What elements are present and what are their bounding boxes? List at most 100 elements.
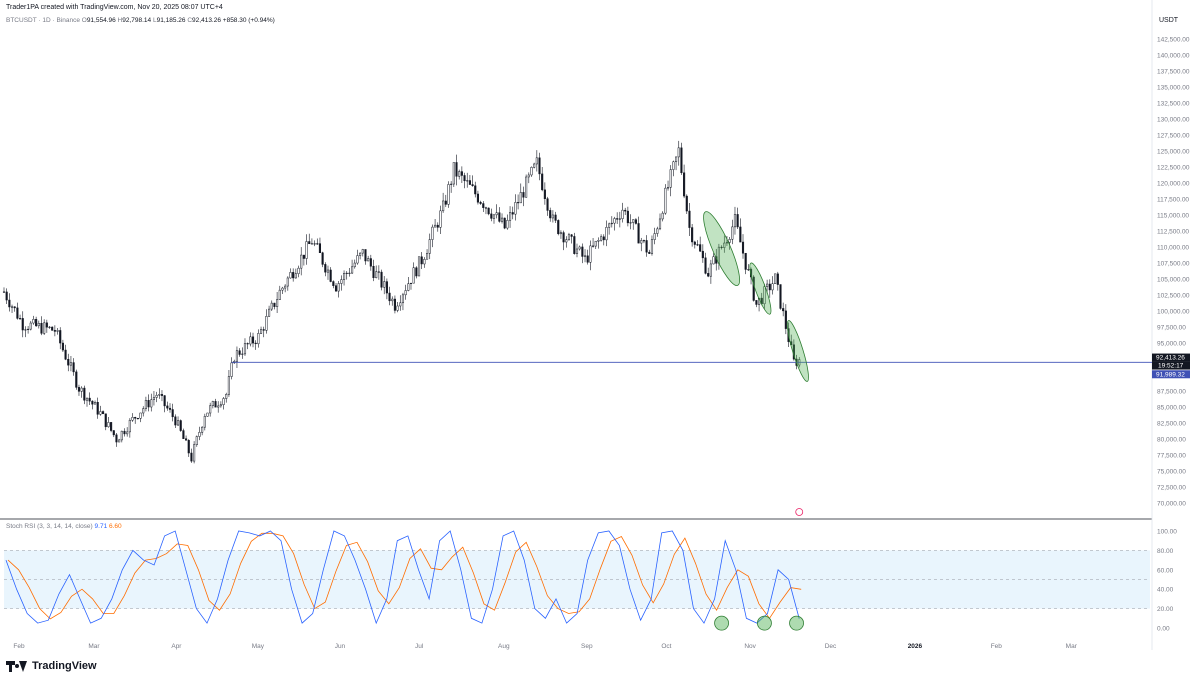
- candle-body: [661, 212, 664, 220]
- candle-body: [784, 310, 787, 329]
- candle-body: [533, 163, 536, 168]
- price-tick-label: 122,500.00: [1157, 165, 1190, 172]
- candle-body: [340, 279, 343, 284]
- candle-body: [56, 330, 59, 332]
- candle-body: [543, 189, 546, 199]
- candle-body: [519, 192, 522, 204]
- candle-body: [723, 242, 726, 248]
- time-tick-label: May: [252, 643, 265, 650]
- candle-body: [415, 267, 418, 277]
- candle-body: [688, 210, 691, 228]
- price-tick-label: 142,500.00: [1157, 37, 1190, 44]
- change-value: +858.30 (+0.94%): [222, 17, 275, 24]
- price-tick-label: 120,000.00: [1157, 181, 1190, 188]
- candle-body: [91, 400, 94, 405]
- candle-body: [289, 272, 292, 279]
- candle-body: [409, 282, 413, 284]
- price-tick-label: 100,000.00: [1157, 309, 1190, 316]
- candle-body: [324, 264, 327, 273]
- price-tick-label: 125,000.00: [1157, 149, 1190, 156]
- candle-body: [214, 401, 217, 408]
- price-tick-label: 102,500.00: [1157, 293, 1190, 300]
- candle-body: [484, 207, 488, 209]
- candle-body: [431, 226, 434, 240]
- candle-body: [747, 269, 750, 271]
- candle-body: [503, 217, 506, 229]
- candle-body: [482, 203, 485, 208]
- candle-body: [658, 218, 662, 230]
- candle-body: [763, 286, 766, 305]
- candle-body: [251, 336, 255, 344]
- candle-body: [417, 256, 421, 277]
- candle-body: [278, 289, 281, 300]
- candle-body: [243, 343, 247, 355]
- candle-body: [377, 271, 380, 273]
- candle-body: [541, 173, 544, 191]
- candle-body: [570, 234, 573, 237]
- candle-body: [356, 255, 359, 264]
- candle-body: [268, 308, 271, 317]
- candle-body: [699, 244, 702, 252]
- price-tick-label: 135,000.00: [1157, 85, 1190, 92]
- open-label: O: [81, 17, 87, 24]
- candle-body: [452, 162, 455, 185]
- candle-body: [102, 411, 105, 415]
- price-tick-label: 127,500.00: [1157, 133, 1190, 140]
- time-tick-label: Oct: [661, 643, 671, 650]
- candle-body: [733, 214, 737, 228]
- candle-body: [650, 239, 654, 254]
- candle-body: [685, 195, 688, 212]
- candle-body: [776, 273, 779, 285]
- candle-body: [704, 257, 707, 274]
- candle-body: [522, 192, 525, 198]
- candle-body: [35, 319, 38, 327]
- candle-body: [476, 193, 479, 203]
- price-tick-label: 70,000.00: [1157, 501, 1186, 508]
- candle-body: [27, 328, 30, 330]
- candle-body: [447, 184, 450, 205]
- candle-body: [426, 253, 429, 260]
- candle-body: [158, 394, 161, 396]
- candle-body: [535, 157, 538, 165]
- time-tick-label: Jun: [335, 643, 346, 650]
- candle-body: [88, 397, 91, 402]
- candle-body: [67, 358, 70, 366]
- candle-body: [85, 397, 89, 401]
- candle-body: [506, 220, 509, 229]
- candle-body: [126, 431, 129, 435]
- candle-body: [565, 239, 568, 243]
- candle-body: [308, 241, 311, 245]
- candle-body: [348, 272, 351, 274]
- candle-body: [487, 207, 490, 215]
- candle-body: [179, 420, 182, 431]
- price-tick-label: 75,000.00: [1157, 469, 1186, 476]
- candle-body: [575, 248, 579, 254]
- candle-body: [677, 147, 680, 158]
- candle-body: [206, 412, 209, 417]
- candle-body: [683, 172, 686, 197]
- candle-body: [190, 452, 193, 462]
- event-marker-icon: [795, 508, 804, 516]
- candle-body: [201, 426, 204, 433]
- candle-body: [648, 251, 651, 254]
- candle-body: [439, 210, 442, 228]
- candle-body: [401, 294, 405, 304]
- candle-body: [5, 291, 8, 301]
- candle-body: [107, 422, 110, 428]
- candle-body: [755, 300, 758, 305]
- candle-body: [203, 416, 206, 428]
- candle-body: [110, 422, 113, 431]
- candle-body: [530, 167, 533, 176]
- candle-body: [93, 402, 97, 405]
- candle-body: [8, 299, 11, 308]
- candle-body: [709, 263, 712, 277]
- price-tick-label: 87,500.00: [1157, 389, 1186, 396]
- candle-body: [479, 201, 482, 204]
- symbol-label: BTCUSDT · 1D · Binance: [6, 17, 80, 24]
- candle-body: [771, 283, 774, 291]
- candle-body: [329, 269, 332, 282]
- candle-body: [618, 218, 621, 220]
- close-label: C: [187, 17, 193, 24]
